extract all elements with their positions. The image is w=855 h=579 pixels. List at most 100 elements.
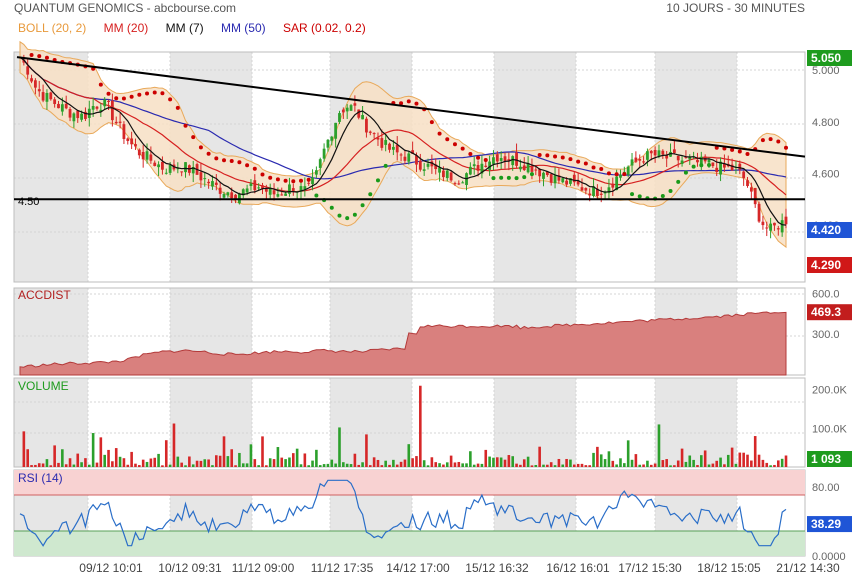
candle — [626, 166, 630, 175]
candle — [268, 188, 272, 195]
candle — [653, 149, 657, 156]
volume-bar — [41, 463, 45, 467]
candle — [153, 162, 157, 166]
candle — [657, 150, 661, 156]
volume-bar — [711, 463, 715, 467]
candle — [746, 180, 749, 187]
volume-bar — [365, 434, 368, 467]
candle — [222, 194, 226, 198]
sar-dot — [206, 151, 211, 156]
candle — [638, 159, 642, 161]
sar-dot — [699, 163, 704, 168]
candle — [499, 158, 503, 161]
rsi-title: RSI (14) — [18, 471, 63, 485]
volume-bar — [49, 465, 53, 467]
volume-bar — [684, 461, 688, 467]
candle — [357, 109, 361, 118]
candle — [103, 99, 107, 107]
y-tick-label: 600.0 — [812, 288, 840, 300]
volume-bar — [34, 464, 37, 467]
volume-bar — [295, 448, 299, 467]
candle — [572, 174, 576, 183]
candle — [773, 222, 776, 226]
candle — [522, 165, 526, 171]
candle — [72, 113, 76, 122]
volume-bar — [703, 450, 707, 467]
sar-dot — [168, 97, 173, 102]
candle — [349, 105, 353, 111]
candle — [299, 186, 303, 192]
volume-bar — [488, 456, 491, 467]
legend-mm20: MM (20) — [103, 21, 149, 35]
candle — [145, 151, 149, 160]
candle — [615, 176, 619, 191]
volume-bar — [542, 464, 545, 467]
x-tick-label: 11/12 17:35 — [311, 561, 374, 575]
candle — [122, 124, 126, 139]
volume-bar — [315, 449, 318, 467]
volume-bar — [572, 464, 576, 467]
candle — [461, 182, 465, 184]
candle — [480, 163, 484, 174]
candle — [353, 103, 357, 106]
volume-bar — [665, 459, 668, 467]
sar-dot — [237, 160, 242, 165]
volume-bar — [330, 459, 334, 467]
volume-bar — [342, 462, 345, 467]
volume-bar — [291, 453, 295, 467]
volume-bar — [399, 461, 403, 467]
candle — [191, 166, 195, 174]
candle — [434, 164, 438, 170]
candle — [715, 167, 719, 173]
sar-dot — [106, 91, 111, 96]
sar-dot — [568, 157, 573, 162]
candle — [426, 163, 430, 167]
volume-bar — [249, 444, 253, 467]
volume-bar — [746, 454, 749, 467]
candle — [91, 106, 95, 110]
candle — [742, 171, 746, 179]
volume-bar — [388, 464, 391, 467]
sar-dot — [429, 120, 434, 125]
volume-value-tag-text: 1 093 — [811, 452, 841, 466]
top-price-tag: 5.050 — [807, 50, 852, 66]
sar-dot — [383, 163, 388, 168]
volume-bar — [419, 385, 422, 467]
volume-bar — [215, 455, 218, 467]
sar-dot — [445, 137, 450, 142]
volume-bar — [45, 459, 49, 467]
candle — [57, 103, 60, 109]
candle — [749, 187, 753, 192]
session-shade — [14, 288, 88, 375]
volume-bar — [515, 463, 518, 467]
volume-bar — [245, 463, 249, 467]
sar-dot — [514, 176, 519, 181]
volume-bar — [188, 456, 191, 467]
sar-dot — [560, 155, 565, 160]
volume-bar — [503, 459, 507, 467]
top-price-tag-text: 5.050 — [811, 51, 841, 65]
volume-bar — [334, 463, 337, 467]
candle — [49, 92, 53, 100]
volume-bar — [303, 453, 307, 467]
volume-bar — [507, 455, 511, 467]
candle — [314, 170, 318, 175]
volume-bar — [750, 460, 753, 467]
sar-dot — [691, 164, 696, 169]
volume-bar — [723, 464, 726, 467]
legend-sar: SAR (0.02, 0.2) — [282, 21, 366, 35]
volume-bar — [738, 452, 742, 467]
accdist-value-tag-text: 469.3 — [811, 305, 841, 319]
volume-bar — [661, 460, 665, 467]
volume-bar — [149, 458, 153, 467]
candle — [84, 111, 87, 119]
volume-bar — [492, 457, 495, 467]
volume-bar — [696, 465, 699, 467]
sar-dot — [229, 159, 234, 164]
volume-bar — [195, 460, 199, 467]
candle — [676, 155, 680, 161]
candle — [723, 163, 726, 168]
candle — [569, 178, 572, 184]
volume-bar — [61, 449, 64, 467]
